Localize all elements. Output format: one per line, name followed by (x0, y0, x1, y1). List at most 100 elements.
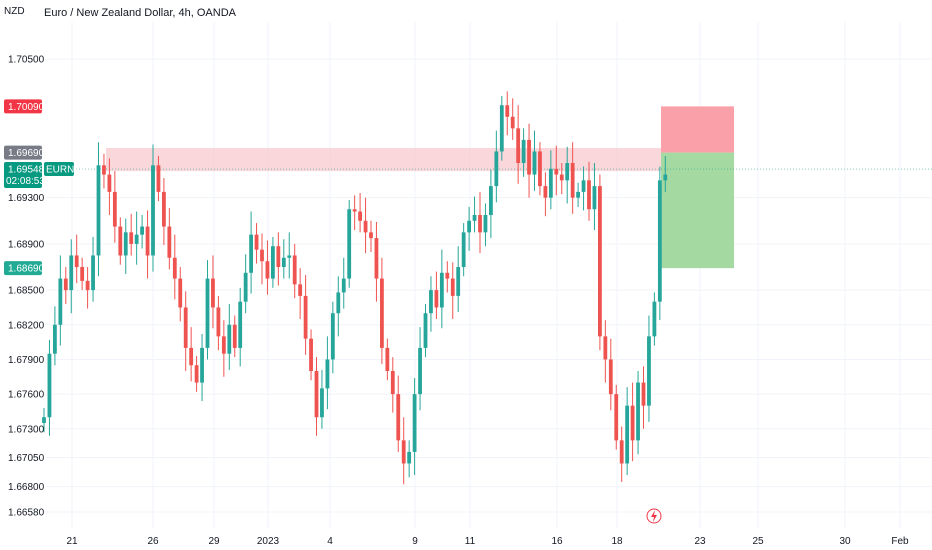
candle-body-57 (352, 209, 357, 212)
x-tick-label-5: 9 (412, 536, 418, 547)
y-tick-label-4: 1.68200 (8, 320, 45, 331)
candle-body-109 (636, 382, 640, 441)
candle-body-2 (53, 324, 57, 354)
candles-group (42, 91, 668, 485)
stop-loss-zone[interactable] (661, 106, 734, 153)
current-price-text: 1.69548 (8, 165, 45, 176)
x-tick-label-9: 23 (694, 536, 706, 547)
candle-body-68 (412, 394, 417, 452)
candle-body-32 (216, 307, 221, 337)
candle-body-64 (390, 371, 395, 395)
candle-body-79 (472, 215, 477, 221)
candle-body-111 (647, 336, 651, 406)
candle-body-96 (565, 163, 570, 181)
candle-body-102 (598, 186, 602, 337)
candle-body-63 (385, 347, 390, 372)
x-tick-label-4: 4 (327, 536, 333, 547)
candle-body-34 (227, 324, 232, 354)
y-tick-label-10: 1.66580 (8, 508, 45, 519)
candle-body-4 (63, 278, 68, 291)
candle-body-43 (276, 246, 281, 268)
candle-body-103 (603, 336, 608, 360)
event-flash-icon[interactable] (646, 508, 662, 524)
candle-body-9 (91, 255, 95, 291)
x-tick-label-2: 29 (208, 536, 220, 547)
candle-body-0 (42, 417, 46, 424)
candle-body-44 (281, 257, 286, 268)
resistance-zone (106, 147, 662, 172)
candle-body-45 (287, 255, 292, 258)
candle-body-33 (221, 336, 226, 354)
candle-body-11 (102, 165, 106, 175)
candle-body-69 (418, 347, 422, 395)
candle-body-105 (614, 394, 619, 441)
candle-body-47 (298, 284, 303, 296)
candle-body-77 (461, 232, 466, 268)
candle-body-41 (265, 261, 270, 279)
candle-body-60 (369, 232, 373, 239)
tag-current-price: 1.69548 02:08:53 EURNZD (4, 162, 88, 189)
candle-body-5 (69, 255, 74, 291)
y-axis[interactable]: 1.70500 1.69300 1.68900 1.68500 1.68200 1.679… (8, 55, 45, 519)
candle-body-1 (47, 353, 52, 418)
candle-body-51 (320, 388, 324, 418)
candle-body-55 (341, 278, 346, 293)
candle-body-107 (625, 405, 630, 464)
currency-label: NZD (4, 6, 25, 17)
candle-body-80 (478, 215, 482, 233)
candle-body-37 (243, 272, 248, 302)
candle-body-17 (134, 234, 139, 244)
x-tick-label-10: 25 (752, 536, 764, 547)
chart-grid (46, 22, 932, 528)
candle-body-70 (423, 313, 428, 348)
candle-body-35 (232, 324, 237, 348)
x-axis[interactable]: 21 26 29 2023 4 9 11 16 18 23 25 30 Feb (66, 536, 909, 547)
chart-title: Euro / New Zealand Dollar, 4h, OANDA (44, 7, 237, 19)
candle-body-108 (630, 405, 635, 441)
entry-price-text: 1.69690 (8, 148, 45, 159)
candle-body-88 (521, 139, 526, 164)
candle-body-50 (314, 371, 319, 418)
candle-body-6 (74, 255, 79, 268)
candle-body-28 (194, 365, 199, 383)
stop-price-text: 1.70090 (8, 102, 45, 113)
candle-body-97 (570, 163, 575, 198)
candle-body-23 (167, 226, 172, 258)
y-tick-label-6: 1.67600 (8, 390, 45, 401)
candle-body-110 (641, 382, 646, 406)
candle-body-46 (292, 255, 297, 285)
candle-body-85 (505, 105, 510, 117)
x-tick-label-1: 26 (147, 536, 159, 547)
candle-body-30 (205, 278, 210, 348)
candle-body-93 (548, 168, 553, 198)
candle-body-91 (538, 151, 542, 187)
take-profit-zone[interactable] (661, 152, 734, 269)
tag-entry-price: 1.69690 (4, 145, 45, 160)
x-tick-label-12: Feb (891, 536, 909, 547)
candle-body-15 (123, 232, 128, 256)
candle-body-112 (652, 301, 657, 337)
candle-body-90 (532, 151, 537, 175)
candle-body-53 (330, 313, 335, 360)
candle-body-24 (172, 257, 177, 279)
candle-body-100 (587, 180, 591, 210)
candle-body-26 (183, 307, 188, 348)
x-tick-label-3: 2023 (257, 536, 280, 547)
candle-body-83 (494, 151, 499, 187)
symbol-text: EURNZD (46, 165, 88, 176)
y-tick-label-3: 1.68500 (8, 286, 45, 297)
candle-body-71 (429, 290, 433, 314)
candle-body-18 (140, 226, 144, 235)
candle-body-113 (657, 180, 662, 302)
candle-body-31 (211, 278, 215, 308)
candle-body-58 (358, 211, 362, 221)
target-price-text: 1.68690 (8, 264, 45, 275)
candle-body-67 (407, 451, 412, 464)
candle-body-49 (309, 338, 313, 372)
candle-body-29 (200, 347, 204, 383)
candle-body-48 (303, 295, 308, 339)
candle-body-94 (554, 168, 559, 175)
candle-body-52 (325, 359, 330, 389)
y-tick-label-2: 1.68900 (8, 239, 45, 250)
